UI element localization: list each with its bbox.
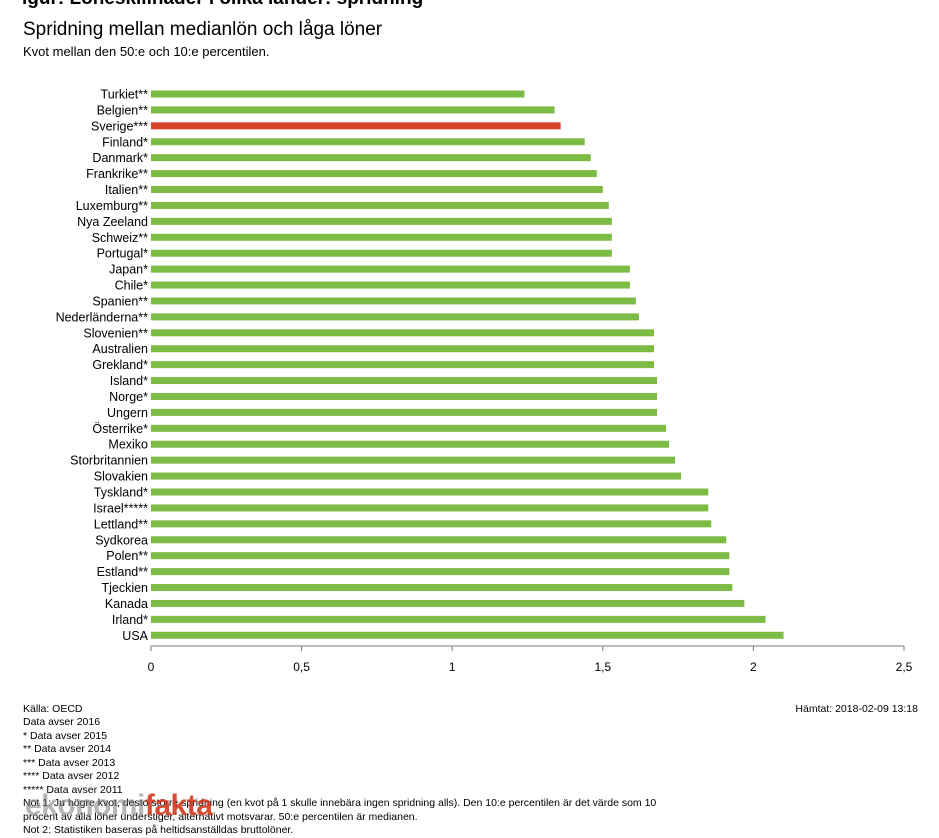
bar-5: [151, 170, 597, 178]
ekonomifakta-logo: ekonomifakta: [25, 789, 213, 822]
category-label: Frankrike**: [86, 167, 148, 181]
category-label: Chile*: [115, 279, 148, 293]
category-label: Island*: [110, 374, 148, 388]
category-label: Australien: [92, 342, 148, 356]
bar-11: [151, 265, 630, 273]
bar-10: [151, 249, 612, 257]
category-label: Norge*: [109, 390, 148, 404]
bar-6: [151, 186, 603, 194]
footnote-line: **** Data avser 2012: [23, 770, 120, 782]
category-label: Tjeckien: [101, 581, 148, 595]
category-label: Danmark*: [92, 151, 148, 165]
bar-12: [151, 281, 630, 289]
category-label: Österrike*: [92, 422, 148, 436]
footnote-line: procent av alla löner understiger, alter…: [23, 810, 418, 823]
bar-14: [151, 313, 639, 321]
footnote-line: ***** Data avser 2011: [23, 783, 123, 796]
category-label: Ungern: [107, 406, 148, 420]
category-label: Estland**: [97, 565, 149, 579]
bar-29: [151, 552, 730, 560]
category-label: Japan*: [109, 263, 148, 277]
bar-chart: Turkiet**Belgien** Sverige*** Finland* Danm…: [56, 88, 913, 675]
chart-title: Spridning mellan medianlön och låga löne…: [23, 19, 383, 40]
category-label: Mexiko: [108, 438, 148, 452]
bar-34: [151, 631, 784, 639]
category-label: Schweiz**: [92, 231, 148, 245]
category-label: Slovenien**: [83, 326, 148, 340]
x-tick-label: 1,5: [594, 660, 611, 674]
retrieved-timestamp: Hämtat: 2018-02-09 13:18: [795, 703, 918, 715]
bar-18: [151, 377, 658, 385]
category-label: Nederländerna**: [56, 310, 149, 324]
category-label: Kanada: [105, 597, 148, 611]
bar-8: [151, 217, 612, 225]
category-label: Portugal*: [97, 247, 149, 261]
category-label: Slovakien: [94, 470, 148, 484]
x-tick-label: 2: [750, 660, 757, 674]
x-tick-label: 0: [148, 660, 155, 674]
category-label: Sverige***: [91, 119, 148, 133]
bar-4: [151, 154, 591, 162]
bar-1: [151, 106, 555, 114]
footnote-line: ** Data avser 2014: [23, 743, 112, 755]
category-label: Grekland*: [92, 358, 148, 372]
category-label: Belgien**: [97, 103, 149, 117]
bar-23: [151, 456, 676, 464]
bar-24: [151, 472, 682, 480]
bar-9: [151, 233, 612, 241]
bar-30: [151, 568, 730, 576]
footnote-line: *** Data avser 2013: [23, 756, 116, 769]
bar-20: [151, 408, 658, 416]
category-label: Spanien**: [92, 294, 148, 308]
footnote-line: Data avser 2016: [23, 716, 101, 728]
bar-27: [151, 520, 712, 528]
category-label: Italien**: [105, 183, 148, 197]
bar-33: [151, 615, 766, 623]
category-label: Finland*: [102, 135, 148, 149]
category-label: USA: [122, 629, 148, 643]
category-label: Luxemburg**: [76, 199, 148, 213]
category-label: Nya Zeeland: [77, 215, 148, 229]
bar-26: [151, 504, 709, 512]
category-label: Tyskland*: [94, 486, 148, 500]
bar-28: [151, 536, 727, 544]
bar-15: [151, 329, 654, 337]
x-tick-label: 2,5: [896, 660, 913, 674]
bar-13: [151, 297, 636, 305]
bar-17: [151, 361, 654, 369]
footnote-line: Not 1: Ju högre kvot, desto större sprid…: [23, 797, 657, 809]
category-label: Lettland**: [94, 517, 148, 531]
category-label: Israel*****: [93, 501, 148, 515]
category-label: Turkiet**: [101, 88, 149, 102]
x-tick-label: 0,5: [293, 660, 310, 674]
bar-16: [151, 345, 654, 353]
bar-2: [151, 122, 561, 130]
footnote-line: * Data avser 2015: [23, 729, 108, 742]
category-label: Irland*: [112, 613, 148, 627]
footnote-line: Not 2: Statistiken baseras på heltidsans…: [23, 824, 294, 836]
bar-32: [151, 599, 745, 607]
category-label: Polen**: [106, 549, 148, 563]
source-note: Källa: OECD: [23, 703, 83, 715]
category-label: Storbritannien: [70, 454, 148, 468]
bar-7: [151, 201, 609, 209]
bar-22: [151, 440, 670, 448]
bar-31: [151, 584, 733, 592]
x-tick-label: 1: [449, 660, 456, 674]
bar-3: [151, 138, 585, 146]
figure-heading-fragment: igur: Löneskillnader i olika länder: spr…: [22, 0, 423, 10]
chart-subtitle: Kvot mellan den 50:e och 10:e percentile…: [23, 44, 270, 59]
bar-0: [151, 90, 525, 98]
bar-21: [151, 424, 667, 432]
bar-25: [151, 488, 709, 496]
bar-19: [151, 392, 658, 400]
category-label: Sydkorea: [95, 533, 148, 547]
